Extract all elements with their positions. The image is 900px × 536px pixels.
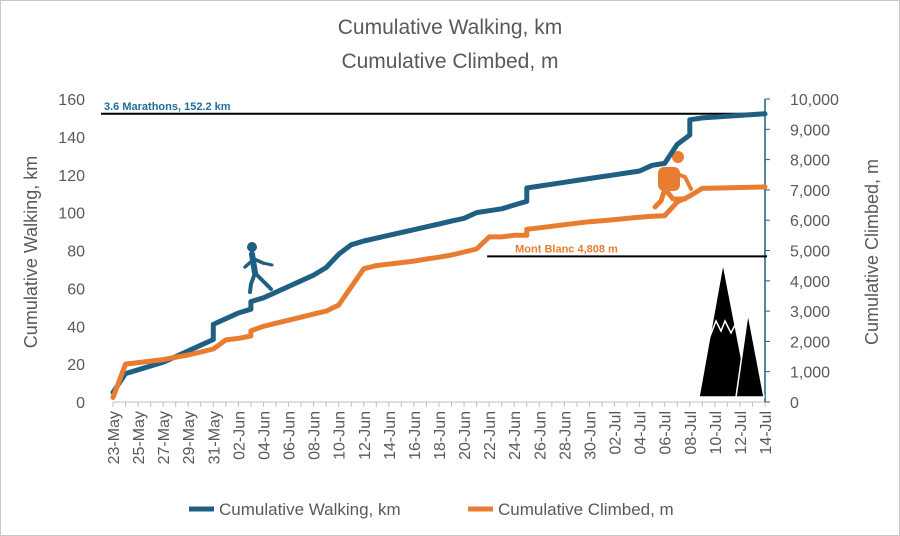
right-tick-label: 4,000 [790,274,830,291]
x-tick-label: 04-Jun [256,411,273,460]
right-tick-label: 10,000 [790,92,839,109]
right-tick-label: 0 [790,395,799,412]
left-tick-label: 80 [67,244,85,261]
annotations: 3.6 Marathons, 152.2 km Mont Blanc 4,808… [101,101,767,258]
x-tick-label: 25-May [131,411,148,464]
x-tick-label: 10-Jul [708,411,725,455]
x-tick-label: 29-May [181,411,198,464]
x-tick-label: 22-Jun [482,411,499,460]
x-tick-label: 24-Jun [507,411,524,460]
legend-label-climbed: Cumulative Climbed, m [498,500,674,519]
x-tick-label: 31-May [206,411,223,464]
x-tick-label: 10-Jun [332,411,349,460]
right-tick-label: 5,000 [790,244,830,261]
legend: Cumulative Walking, km Cumulative Climbe… [189,500,674,519]
series-line-climbed [110,184,768,400]
right-axis-title: Cumulative Climbed, m [862,159,882,345]
x-tick-label: 18-Jun [432,411,449,460]
right-tick-label: 2,000 [790,334,830,351]
right-axis-ticks: 0 1,000 2,000 3,000 4,000 5,000 6,000 7,000 8,00… [765,92,839,412]
x-tick-label: 04-Jul [633,411,650,455]
x-tick-label: 30-Jun [582,411,599,460]
left-tick-label: 120 [58,168,85,185]
x-tick-label: 12-Jul [733,411,750,455]
x-axis-ticks: 23-May 25-May 27-May 29-May 31-May 02-Jun 04-J… [106,402,775,464]
x-tick-label: 06-Jun [282,411,299,460]
left-axis-ticks: 0 20 40 60 80 100 120 140 160 [58,92,85,412]
chart-subtitle: Cumulative Climbed, m [341,50,558,73]
right-tick-label: 8,000 [790,153,830,170]
right-tick-label: 9,000 [790,122,830,139]
series-line-walking [110,111,768,395]
chart-title: Cumulative Walking, km [338,16,562,39]
walker-icon [243,242,274,294]
mont-blanc-label: Mont Blanc 4,808 m [515,243,618,255]
x-tick-label: 08-Jul [683,411,700,455]
x-tick-label: 12-Jun [357,411,374,460]
marathon-label: 3.6 Marathons, 152.2 km [104,101,231,113]
right-tick-label: 1,000 [790,365,830,382]
left-tick-label: 100 [58,206,85,223]
left-axis-title: Cumulative Walking, km [21,156,41,348]
x-tick-label: 06-Jul [658,411,675,455]
x-tick-label: 14-Jun [382,411,399,460]
x-tick-label: 27-May [156,411,173,464]
mountain-icon [698,262,765,398]
x-tick-label: 08-Jun [307,411,324,460]
x-tick-label: 23-May [106,411,123,464]
x-tick-label: 02-Jul [608,411,625,455]
x-tick-label: 26-Jun [532,411,549,460]
axes [113,99,766,403]
left-tick-label: 160 [58,92,85,109]
left-tick-label: 20 [67,357,85,374]
series-layer [110,111,768,400]
x-tick-label: 14-Jul [758,411,775,455]
left-tick-label: 40 [67,319,85,336]
x-tick-label: 28-Jun [557,411,574,460]
legend-label-walking: Cumulative Walking, km [219,500,401,519]
x-tick-label: 16-Jun [407,411,424,460]
left-tick-label: 140 [58,130,85,147]
left-tick-label: 60 [67,281,85,298]
x-tick-label: 20-Jun [457,411,474,460]
right-tick-label: 7,000 [790,183,830,200]
right-tick-label: 3,000 [790,304,830,321]
right-tick-label: 6,000 [790,213,830,230]
x-tick-label: 02-Jun [231,411,248,460]
left-tick-label: 0 [76,395,85,412]
